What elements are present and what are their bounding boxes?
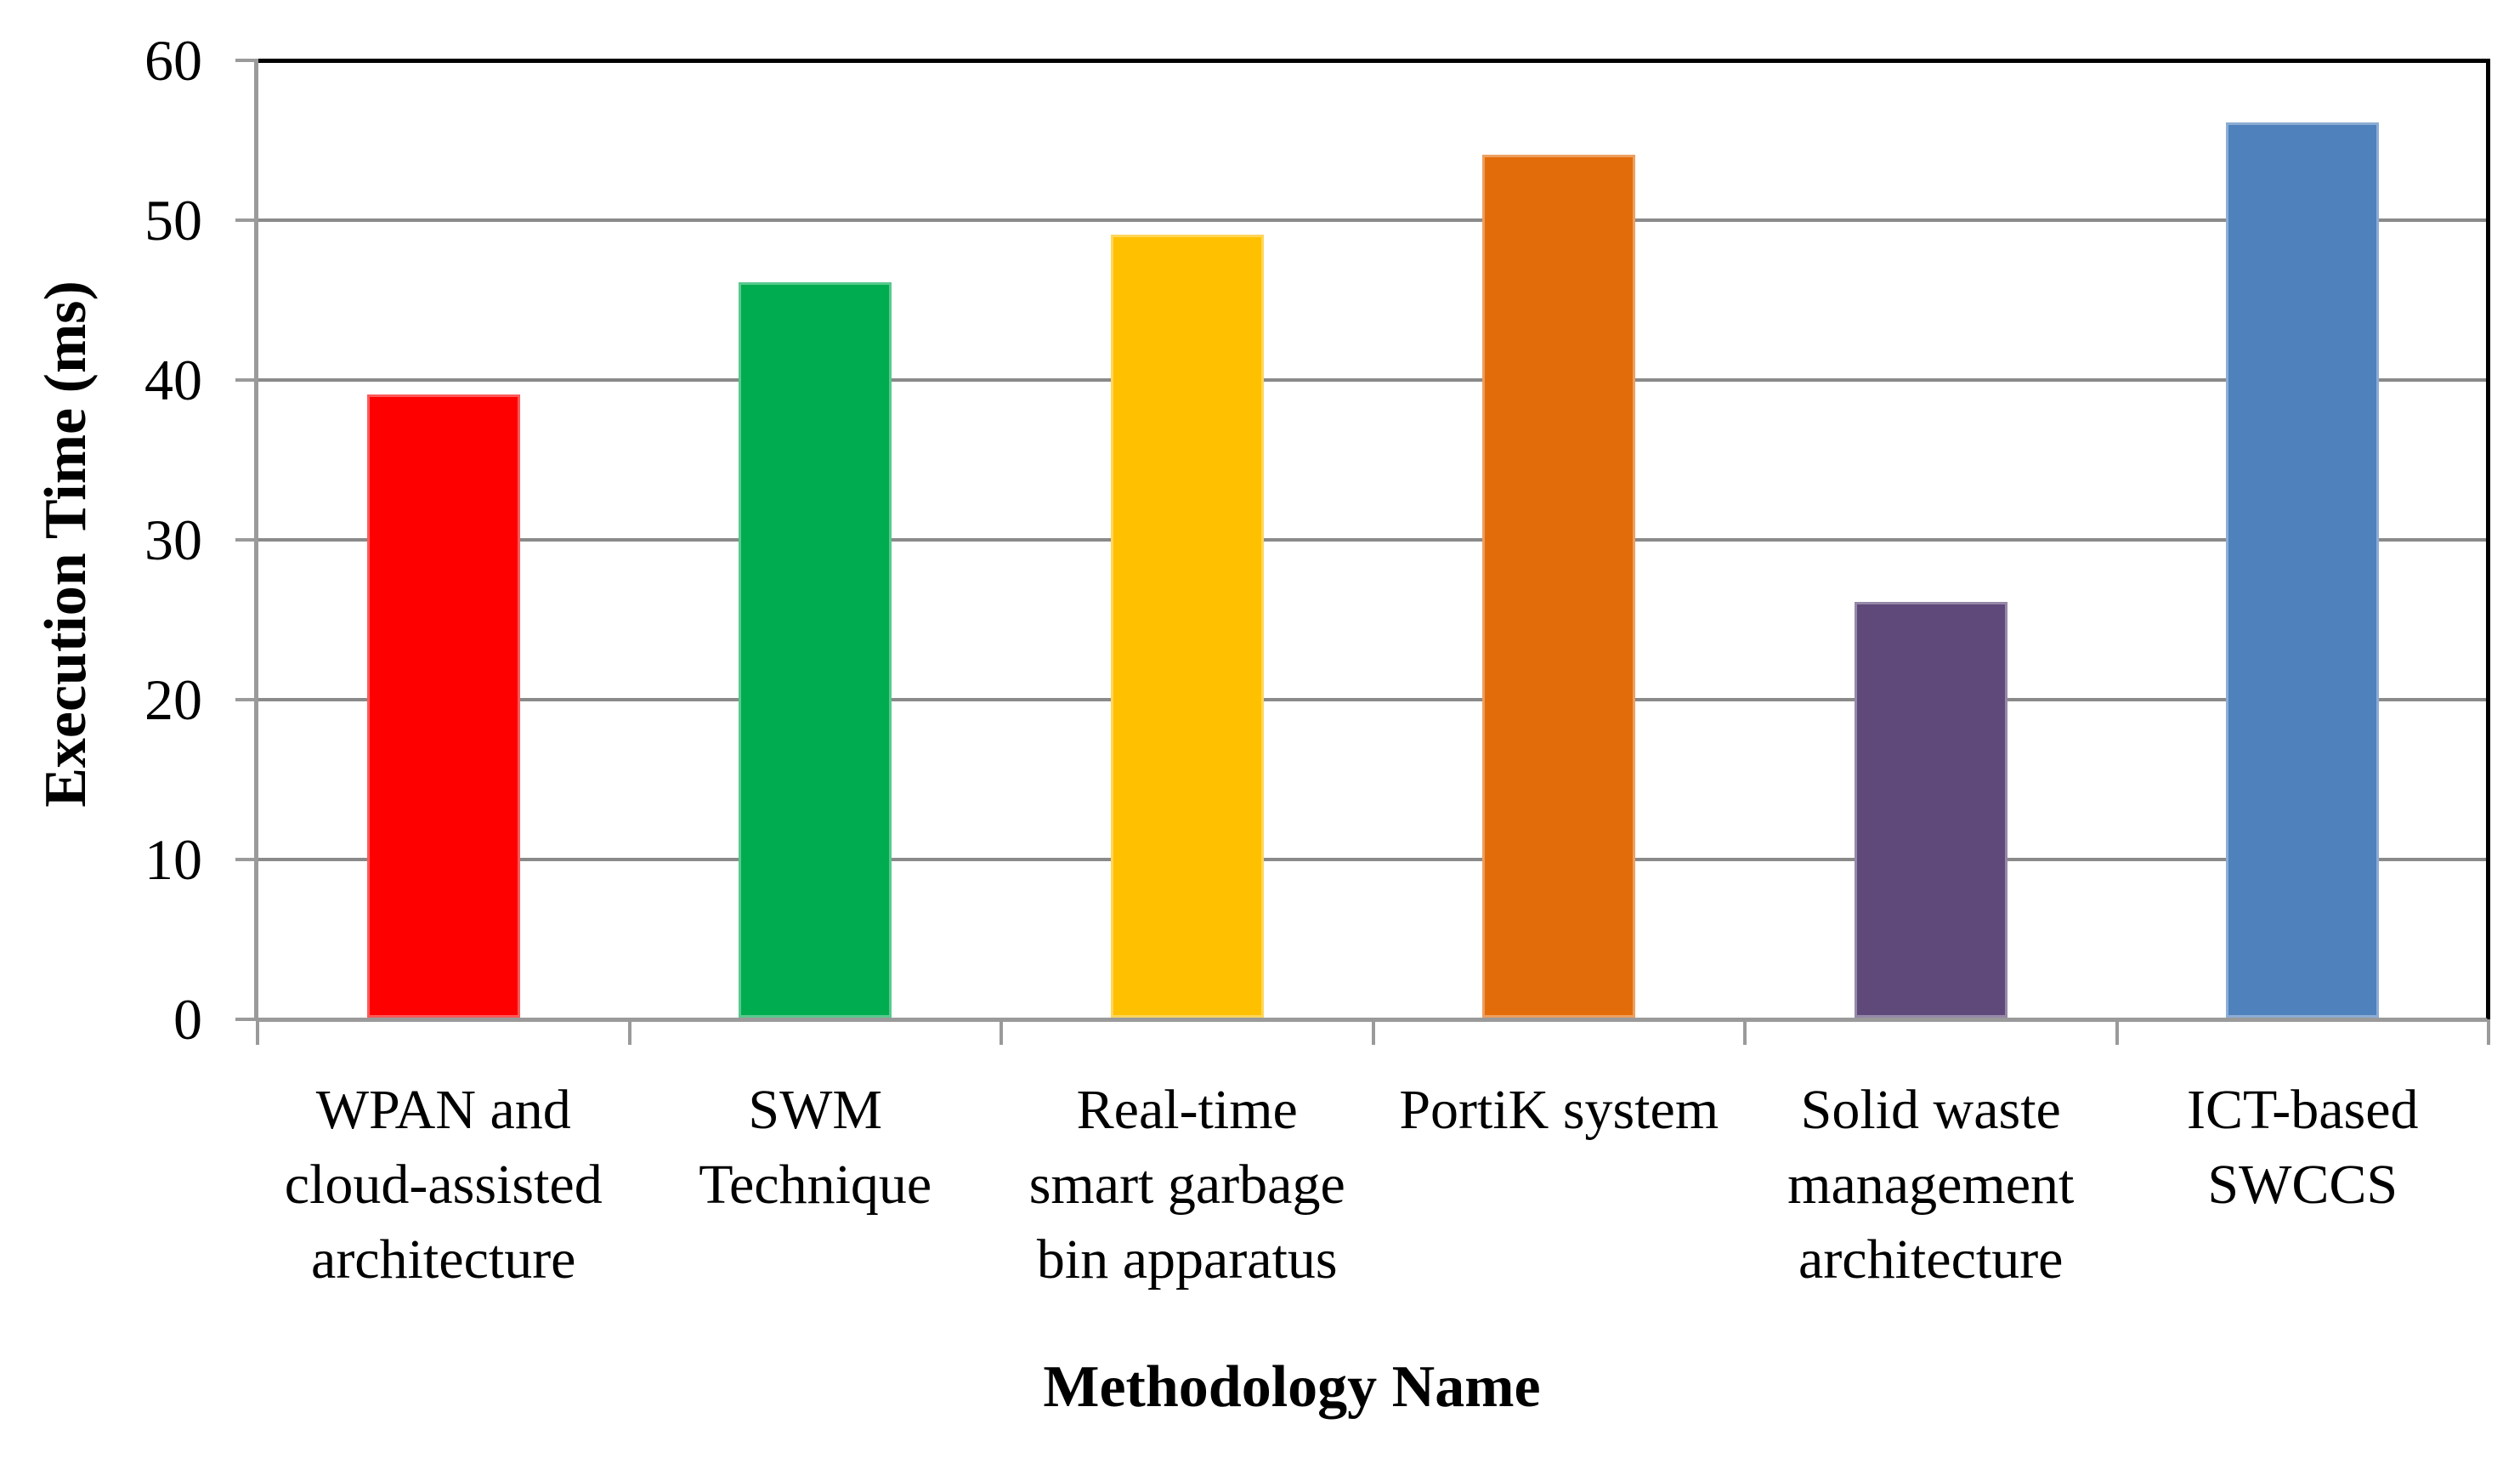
gridline — [258, 858, 2486, 861]
y-tick — [235, 538, 258, 542]
bar — [739, 282, 892, 1018]
x-tick — [1000, 1019, 1003, 1045]
plot-area — [258, 59, 2490, 1022]
x-axis-title: Methodology Name — [1043, 1354, 1541, 1420]
y-tick — [235, 59, 258, 62]
y-tick — [235, 218, 258, 222]
x-tick — [2115, 1019, 2119, 1045]
gridline — [258, 218, 2486, 222]
gridline — [258, 378, 2486, 382]
y-tick — [235, 378, 258, 382]
y-tick-label: 30 — [144, 508, 202, 572]
y-tick — [235, 1018, 258, 1021]
category-label: ICT-based SWCCS — [2186, 1079, 2419, 1216]
category-label: Solid waste management architecture — [1787, 1079, 2075, 1291]
x-tick — [1371, 1019, 1375, 1045]
category-label: PortiK system — [1399, 1079, 1719, 1141]
bar — [1854, 602, 2008, 1018]
x-tick — [256, 1019, 259, 1045]
gridline — [258, 698, 2486, 701]
y-tick-label: 40 — [144, 348, 202, 412]
bar — [1482, 154, 1636, 1018]
category-label: WPAN and cloud-assisted architecture — [284, 1079, 603, 1291]
y-tick — [235, 858, 258, 861]
y-tick — [235, 698, 258, 701]
x-tick — [627, 1019, 631, 1045]
y-tick-label: 0 — [173, 987, 202, 1052]
bar — [366, 394, 520, 1018]
x-tick — [2487, 1019, 2490, 1045]
x-tick — [1743, 1019, 1747, 1045]
category-label: Real-time smart garbage bin apparatus — [1028, 1079, 1345, 1291]
bar — [1110, 234, 1264, 1018]
y-tick-label: 10 — [144, 827, 202, 892]
gridline — [258, 538, 2486, 542]
category-label: SWM Technique — [699, 1079, 932, 1216]
bar — [2226, 122, 2380, 1018]
y-tick-label: 20 — [144, 667, 202, 732]
y-tick-label: 60 — [144, 28, 202, 93]
y-tick-label: 50 — [144, 188, 202, 252]
